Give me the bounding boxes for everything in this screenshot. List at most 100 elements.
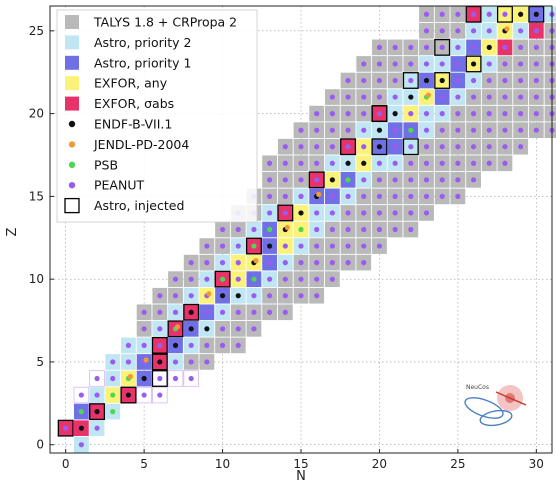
endf-dot (141, 375, 147, 382)
legend-label: Astro, priority 1 (94, 55, 191, 70)
endf-dot (423, 77, 430, 84)
jendl-dot (206, 291, 212, 297)
legend-open-square (64, 197, 80, 214)
astro-injected-square (167, 320, 184, 338)
astro-injected-square (277, 204, 294, 222)
endf-dot (439, 77, 445, 84)
endf-dot (392, 111, 398, 117)
y-tick-label: 10 (29, 272, 44, 286)
peanut-dot (251, 309, 257, 315)
peanut-dot (282, 276, 288, 282)
x-tick-label: 5 (140, 457, 148, 471)
peanut-dot (219, 226, 226, 233)
x-tick-label: 30 (529, 457, 544, 471)
peanut-dot (518, 127, 524, 133)
peanut-dot (235, 243, 241, 249)
peanut-dot (298, 160, 304, 166)
peanut-dot (376, 77, 383, 84)
peanut-dot (470, 77, 477, 84)
peanut-dot (94, 375, 100, 382)
peanut-dot (157, 293, 163, 299)
psb-dot (219, 276, 226, 282)
peanut-dot (408, 177, 414, 183)
peanut-dot (376, 226, 383, 233)
peanut-dot (157, 326, 163, 332)
peanut-dot (376, 111, 383, 117)
psb-dot (251, 276, 257, 282)
peanut-dot (204, 260, 210, 266)
endf-dot (172, 342, 179, 348)
peanut-dot (423, 127, 430, 133)
peanut-dot (125, 359, 132, 365)
peanut-dot (455, 177, 461, 183)
peanut-dot (361, 210, 367, 216)
peanut-dot (345, 94, 351, 100)
peanut-dot (408, 61, 414, 67)
peanut-dot (502, 44, 508, 50)
peanut-dot (376, 44, 383, 50)
peanut-dot (298, 260, 304, 266)
peanut-dot (94, 392, 100, 398)
peanut-dot (219, 326, 226, 332)
peanut-dot (219, 309, 226, 315)
peanut-dot (470, 11, 477, 17)
peanut-dot (502, 94, 508, 100)
peanut-dot (423, 160, 430, 166)
peanut-dot (251, 226, 257, 233)
peanut-dot (329, 193, 335, 199)
peanut-dot (188, 260, 194, 266)
peanut-dot (486, 144, 492, 150)
endf-dot (235, 293, 241, 299)
peanut-dot (518, 44, 524, 50)
peanut-dot (282, 144, 288, 150)
peanut-dot (267, 276, 273, 282)
peanut-dot (361, 226, 367, 233)
peanut-dot (345, 77, 351, 84)
peanut-dot (392, 193, 398, 199)
peanut-dot (392, 127, 398, 133)
peanut-dot (439, 144, 445, 150)
endf-dot (518, 11, 524, 17)
psb-dot (110, 392, 116, 398)
jendl-dot (253, 258, 259, 264)
peanut-dot (439, 44, 445, 50)
peanut-dot (392, 160, 398, 166)
legend-label: PEANUT (94, 178, 144, 193)
logo-galaxy-1 (464, 397, 504, 419)
peanut-dot (282, 160, 288, 166)
peanut-dot (329, 210, 335, 216)
peanut-dot (282, 243, 288, 249)
legend-label: Astro, injected (94, 198, 184, 213)
endf-dot (94, 409, 100, 415)
peanut-dot (298, 144, 304, 150)
astro-injected-square (151, 353, 168, 371)
peanut-dot (345, 210, 351, 216)
dots-layer (63, 11, 555, 448)
peanut-dot (533, 28, 539, 34)
peanut-dot (345, 144, 351, 150)
legend-label: Astro, priority 2 (94, 35, 191, 50)
endf-dot (376, 144, 383, 150)
legend-swatch (65, 76, 79, 91)
peanut-dot (172, 309, 179, 315)
peanut-dot (235, 276, 241, 282)
ticks-layer: 0 5 10 15 20 25 30 0 5 10 15 20 25 (29, 24, 544, 471)
endf-dot (188, 326, 194, 332)
peanut-dot (157, 392, 163, 398)
peanut-dot (251, 293, 257, 299)
peanut-dot (392, 77, 398, 84)
peanut-dot (439, 177, 445, 183)
jendl-dot (504, 26, 510, 32)
peanut-dot (235, 342, 241, 348)
peanut-dot (361, 61, 367, 67)
jendl-dot (425, 92, 432, 98)
peanut-dot (63, 425, 69, 431)
peanut-dot (486, 94, 492, 100)
peanut-dot (408, 77, 414, 84)
peanut-dot (361, 260, 367, 266)
peanut-dot (439, 11, 445, 17)
peanut-dot (188, 375, 194, 382)
peanut-dot (455, 127, 461, 133)
peanut-dot (329, 127, 335, 133)
